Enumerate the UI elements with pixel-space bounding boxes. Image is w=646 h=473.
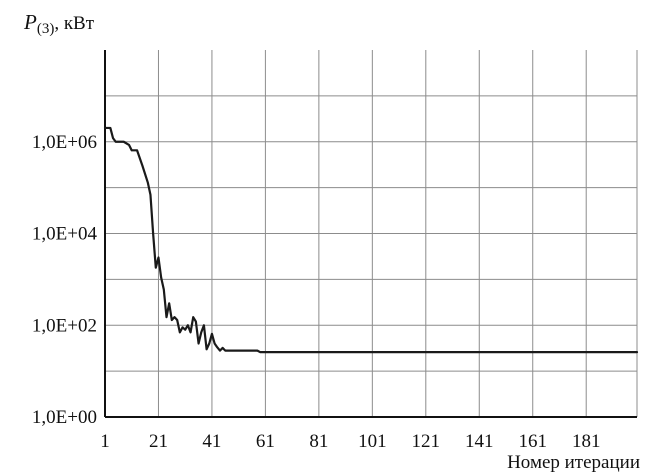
x-tick-labels: 1 21 41 61 81 101 121 141 161 181 (100, 431, 600, 452)
x-tick-label: 101 (358, 431, 387, 452)
y-axis-subscript: (3) (37, 21, 55, 37)
x-axis-title: Номер итерации (507, 452, 640, 473)
x-tick-label: 41 (202, 431, 221, 452)
x-tick-label: 121 (412, 431, 441, 452)
y-tick-label: 1,0E+02 (32, 315, 97, 336)
y-tick-label: 1,0E+06 (32, 132, 97, 153)
x-tick-label: 61 (256, 431, 275, 452)
y-tick-labels: 1,0E+00 1,0E+02 1,0E+04 1,0E+06 (32, 132, 98, 428)
y-tick-label: 1,0E+00 (32, 407, 97, 428)
y-axis-unit: , кВт (54, 13, 94, 34)
x-tick-label: 161 (518, 431, 547, 452)
y-axis-title: P(3), кВт (23, 10, 95, 37)
x-tick-label: 21 (149, 431, 168, 452)
series-layer (103, 126, 639, 354)
y-tick-label: 1,0E+04 (32, 224, 98, 245)
x-tick-label: 81 (309, 431, 328, 452)
x-tick-label: 141 (465, 431, 494, 452)
grid (104, 50, 638, 417)
y-axis-symbol: P (23, 10, 37, 34)
x-tick-label: 1 (100, 431, 110, 452)
series-line (103, 126, 639, 354)
x-tick-label: 181 (572, 431, 601, 452)
axes (104, 50, 637, 418)
